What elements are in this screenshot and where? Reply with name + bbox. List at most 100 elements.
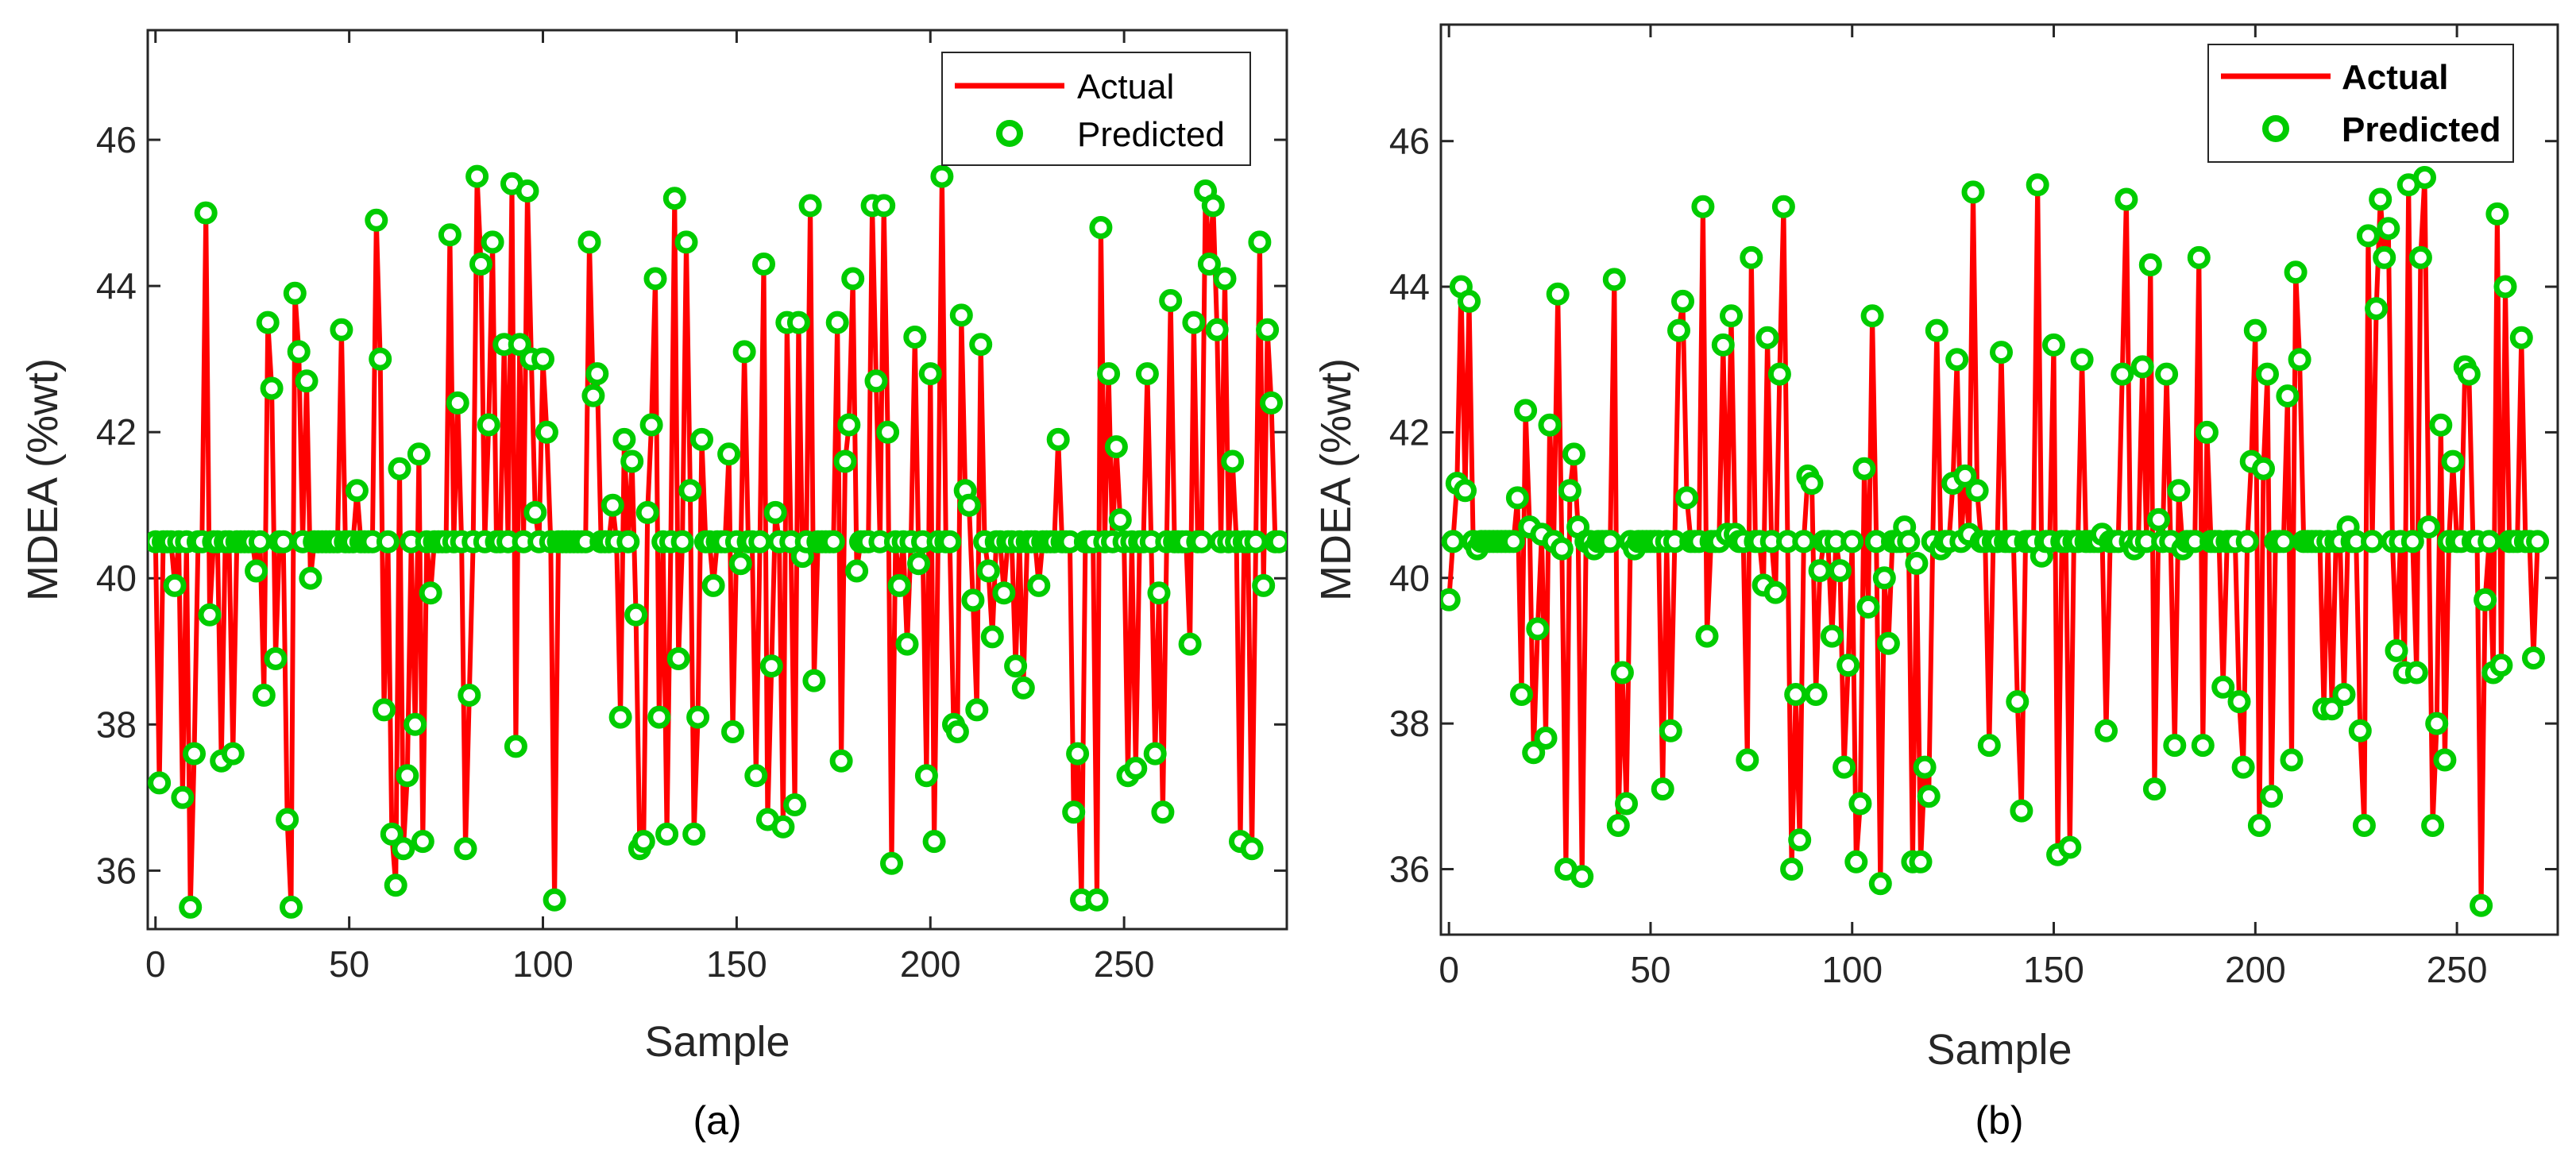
x-ticks-a: 0 50 100 150 200 250 <box>145 30 1155 985</box>
predicted-point <box>1868 872 1892 896</box>
predicted-point <box>2042 333 2065 357</box>
predicted-point <box>678 479 702 503</box>
predicted-point <box>287 340 311 364</box>
x-tick-label: 200 <box>2225 949 2286 990</box>
predicted-point <box>1558 479 1582 503</box>
predicted-point <box>2155 362 2179 386</box>
predicted-point <box>1562 442 1585 466</box>
predicted-point <box>666 647 690 670</box>
predicted-point <box>1659 719 1682 742</box>
predicted-point <box>1454 479 1477 503</box>
predicted-point <box>643 267 667 291</box>
y-axis-label-b: MDEA (%wt) <box>1312 358 1360 601</box>
legend-b: Actual Predicted <box>2207 44 2514 163</box>
predicted-point <box>2489 654 2513 677</box>
predicted-point <box>2352 814 2376 837</box>
predicted-point <box>2373 245 2396 269</box>
predicted-point <box>179 895 203 919</box>
predicted-point <box>918 362 942 386</box>
predicted-point <box>469 253 492 276</box>
legend-predicted-swatch-a <box>996 120 1023 147</box>
predicted-point <box>272 530 295 553</box>
predicted-point <box>1990 341 2013 364</box>
predicted-point <box>1135 362 1159 386</box>
predicted-point <box>407 442 431 466</box>
predicted-point <box>392 837 415 861</box>
predicted-point <box>1089 216 1113 239</box>
predicted-point <box>171 785 195 809</box>
predicted-point <box>786 310 810 334</box>
legend-box-a <box>941 52 1251 166</box>
predicted-point <box>1501 530 1525 553</box>
predicted-point <box>535 420 558 444</box>
predicted-point <box>1097 362 1121 386</box>
predicted-point <box>2260 785 2284 808</box>
predicted-point <box>895 632 919 656</box>
y-tick-label: 38 <box>96 704 137 745</box>
legend-a: Actual Predicted <box>941 52 1251 166</box>
predicted-point <box>280 895 303 919</box>
predicted-point <box>748 530 772 553</box>
predicted-point <box>1526 617 1550 641</box>
predicted-point <box>388 457 411 480</box>
predicted-point <box>1788 828 1812 852</box>
predicted-point <box>674 230 698 254</box>
predicted-point <box>957 493 981 517</box>
predicted-point <box>276 808 299 831</box>
predicted-point <box>1606 814 1630 837</box>
predicted-point <box>481 230 504 254</box>
predicted-point <box>833 449 857 473</box>
chart-panel-a: 0 50 100 150 200 250 36 38 40 42 44 46 Sample MDEA… <box>19 29 1288 1143</box>
predicted-point <box>752 253 775 276</box>
predicted-point <box>508 333 531 357</box>
predicted-point <box>1876 631 1900 655</box>
predicted-point <box>2332 683 2356 706</box>
y-ticks-b: 36 38 40 42 44 46 <box>1389 121 2558 889</box>
predicted-markers-a <box>148 164 1287 919</box>
predicted-point <box>1178 632 1202 656</box>
x-tick-label: 50 <box>1630 949 1670 990</box>
predicted-point <box>876 420 900 444</box>
predicted-point <box>976 559 1000 583</box>
x-tick-label: 100 <box>512 943 574 985</box>
predicted-point <box>245 559 268 583</box>
predicted-point <box>872 194 896 218</box>
predicted-point <box>1804 683 1828 706</box>
predicted-point <box>458 684 481 707</box>
predicted-point <box>248 530 272 553</box>
predicted-point <box>2408 245 2432 269</box>
predicted-point <box>2247 814 2271 837</box>
predicted-point <box>1615 792 1638 816</box>
predicted-point <box>523 500 547 524</box>
predicted-point <box>837 413 861 437</box>
predicted-point <box>662 187 686 210</box>
legend-actual-label-a: Actual <box>1077 67 1174 106</box>
predicted-point <box>608 705 632 729</box>
legend-predicted-label-a: Predicted <box>1077 115 1225 154</box>
predicted-point <box>1151 800 1175 824</box>
predicted-point <box>1534 727 1558 750</box>
y-tick-label: 46 <box>96 119 137 160</box>
predicted-point <box>1651 777 1674 801</box>
predicted-point <box>701 573 725 597</box>
predicted-point <box>1808 559 1832 583</box>
predicted-point <box>2288 348 2311 372</box>
predicted-point <box>1771 195 1795 218</box>
predicted-point <box>1027 573 1051 597</box>
predicted-point <box>2425 712 2449 735</box>
predicted-point <box>1961 180 1985 204</box>
y-tick-label: 38 <box>1389 703 1430 744</box>
predicted-point <box>1240 837 1264 861</box>
predicted-point <box>655 822 679 846</box>
predicted-point <box>845 559 869 583</box>
predicted-point <box>2227 690 2251 714</box>
predicted-point <box>2142 777 2166 801</box>
predicted-point <box>949 303 973 327</box>
predicted-point <box>1945 348 1969 372</box>
x-tick-label: 0 <box>145 943 166 985</box>
predicted-point <box>922 830 946 854</box>
predicted-point <box>945 720 969 743</box>
predicted-point <box>1252 573 1276 597</box>
predicted-point <box>477 413 500 437</box>
predicted-point <box>682 822 706 846</box>
